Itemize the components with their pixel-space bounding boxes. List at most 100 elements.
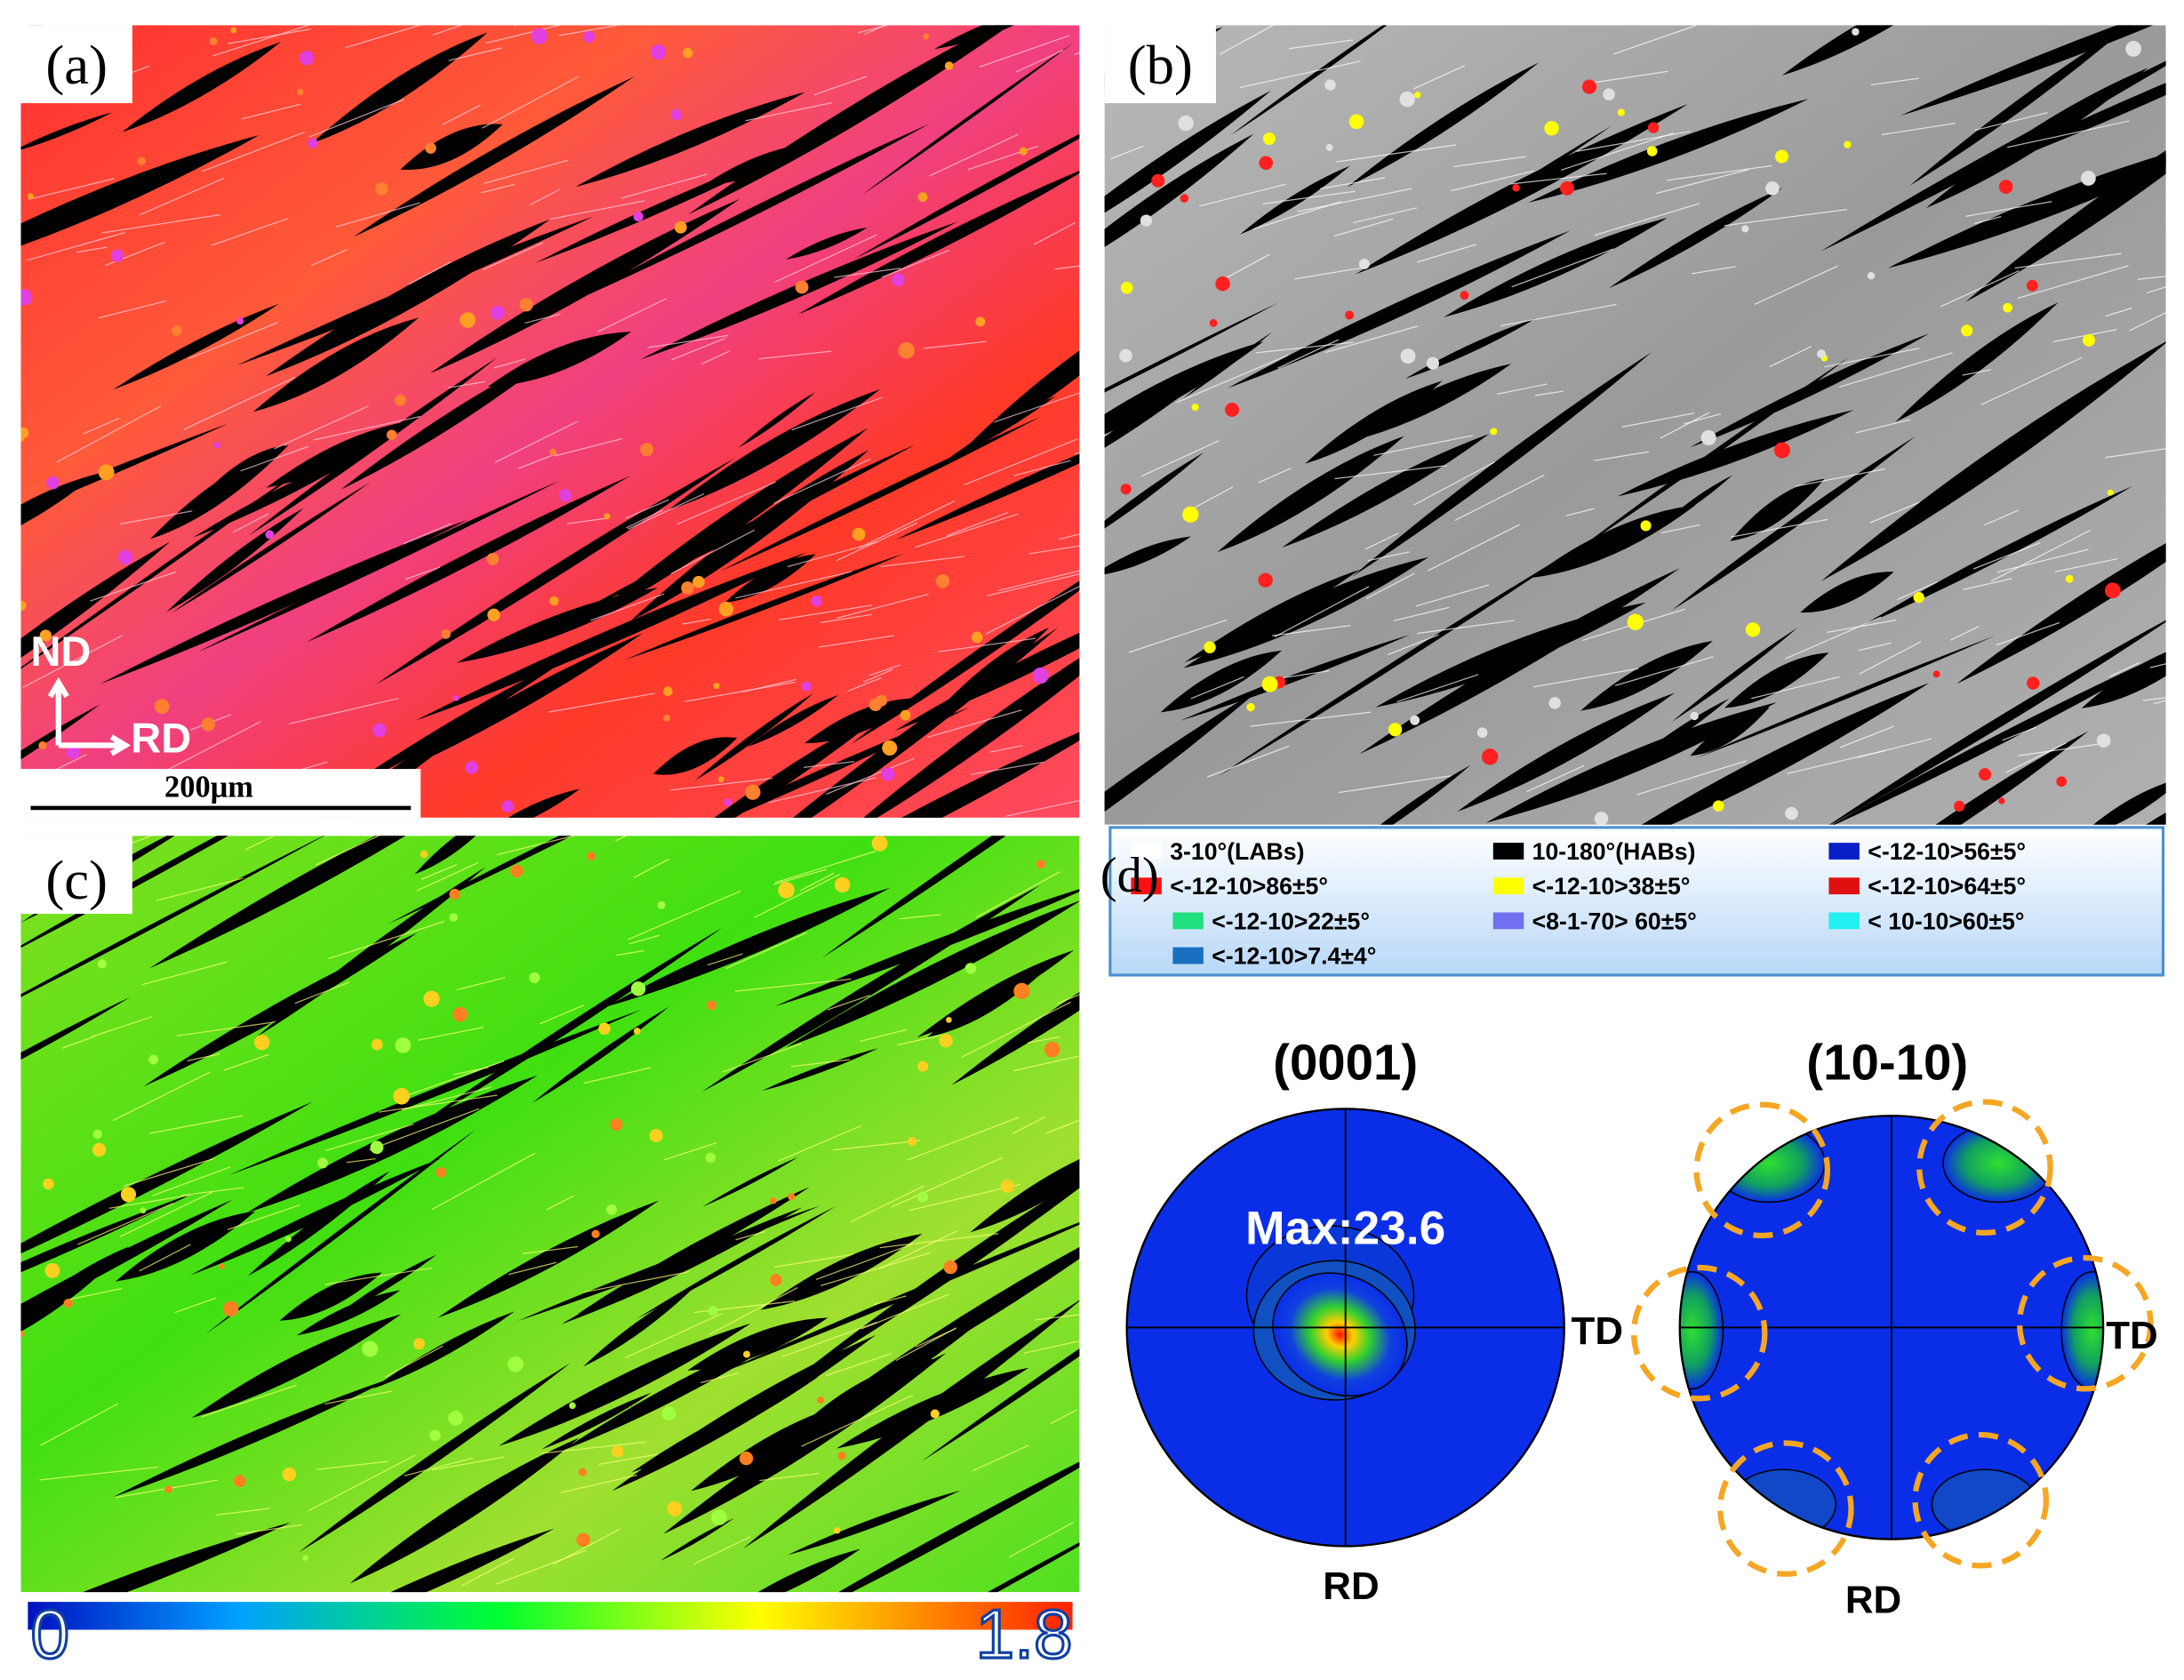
low-angle-boundary [1415, 584, 1490, 607]
low-angle-boundary [862, 668, 893, 683]
low-angle-boundary [82, 417, 120, 435]
grain [110, 249, 124, 263]
low-angle-boundary [1190, 676, 1244, 700]
low-angle-boundary [1320, 177, 1386, 189]
grain-boundary [1965, 150, 2166, 302]
grain [1617, 108, 1625, 116]
grain [282, 1467, 297, 1482]
grain-boundary [1240, 165, 1350, 235]
grain-boundary [1380, 764, 1471, 825]
legend-box [1108, 826, 2165, 977]
low-angle-boundary [345, 25, 422, 49]
low-angle-boundary [1274, 586, 1370, 638]
grain-boundary [1895, 302, 2059, 422]
low-angle-boundary [1500, 303, 1617, 327]
grain-boundary [823, 1246, 1080, 1412]
grain [935, 574, 950, 588]
grain-boundary [1861, 485, 2133, 626]
grain [1932, 670, 1940, 678]
low-angle-boundary [566, 517, 607, 524]
grain [66, 745, 80, 759]
legend-label: <8-1-70> 60±5° [1532, 908, 1697, 934]
low-angle-boundary [224, 1053, 269, 1071]
low-angle-boundary [212, 25, 311, 57]
low-angle-boundary [1869, 501, 1920, 524]
low-angle-boundary [404, 566, 441, 580]
grain [837, 1452, 846, 1460]
low-angle-boundary [971, 761, 1044, 775]
grain-boundary [796, 1179, 1080, 1379]
low-angle-boundary [98, 300, 167, 319]
grain [420, 850, 428, 859]
grain-boundary [1282, 434, 1490, 548]
low-angle-boundary [227, 1204, 300, 1230]
low-angle-boundary [1858, 642, 1892, 652]
grain [148, 1054, 159, 1065]
low-angle-boundary [735, 1230, 765, 1241]
low-angle-boundary [1454, 474, 1545, 522]
low-angle-boundary [215, 1508, 270, 1516]
low-angle-boundary [684, 681, 796, 702]
low-angle-boundary [1996, 621, 2060, 646]
low-angle-boundary [669, 777, 773, 791]
low-angle-boundary [1013, 460, 1071, 476]
grain [425, 142, 436, 154]
low-angle-boundary [787, 540, 879, 568]
low-angle-boundary [1336, 144, 1457, 163]
low-angle-boundary [1897, 580, 1939, 601]
low-angle-boundary [119, 510, 193, 525]
grain [834, 876, 851, 893]
grain-boundary [605, 887, 891, 1007]
grain [98, 464, 115, 481]
grain-boundary [1800, 572, 1894, 613]
grain [1000, 1179, 1014, 1193]
legend-swatch [1492, 912, 1524, 930]
grain [201, 717, 216, 732]
low-angle-boundary [548, 692, 655, 713]
grain [788, 1193, 796, 1201]
grain-boundary [2081, 652, 2166, 708]
grain [284, 1236, 292, 1243]
grain-boundary [149, 444, 289, 540]
grain-boundary [349, 1437, 580, 1584]
grain [1013, 982, 1030, 1000]
low-angle-boundary [403, 523, 452, 545]
low-angle-boundary [484, 159, 569, 184]
legend-label: 10-180°(HABs) [1532, 838, 1696, 865]
pole-title: (10-10) [1806, 1035, 1968, 1091]
grain-boundary [191, 1314, 402, 1419]
legend-swatch [1131, 877, 1162, 895]
low-angle-boundary [139, 1244, 191, 1272]
low-angle-boundary [915, 1328, 956, 1348]
low-angle-boundary [39, 1466, 158, 1481]
grain [395, 1037, 412, 1053]
grain [549, 596, 559, 606]
grain [692, 575, 705, 588]
low-angle-boundary [700, 1372, 740, 1384]
pole-td: TD [2106, 1314, 2157, 1357]
low-angle-boundary [1754, 265, 1838, 306]
grain [1603, 88, 1615, 100]
low-angle-boundary [514, 25, 517, 27]
low-angle-boundary [28, 178, 115, 200]
grain-boundary [701, 884, 1040, 1092]
low-angle-boundary [987, 573, 1080, 596]
label-box [20, 836, 132, 915]
grain [508, 1356, 524, 1372]
low-angle-boundary [2014, 252, 2122, 269]
grain-boundary [836, 1367, 1029, 1449]
low-angle-boundary [671, 337, 726, 361]
low-angle-boundary [745, 101, 833, 122]
low-angle-boundary [2005, 742, 2067, 773]
legend: 3-10°(LABs) 10-180°(HABs) <-12-10>56±5° <-1… [1131, 838, 2026, 969]
grain-boundary [1724, 652, 1829, 708]
low-angle-boundary [1028, 1036, 1060, 1044]
low-angle-boundary [240, 445, 309, 472]
grain [46, 476, 60, 490]
low-angle-boundary [1373, 435, 1473, 456]
low-angle-boundary [1826, 619, 1897, 634]
grain [606, 1204, 618, 1215]
low-angle-boundary [108, 1194, 192, 1209]
pole-td: TD [1572, 1309, 1623, 1353]
grain [1640, 520, 1652, 532]
